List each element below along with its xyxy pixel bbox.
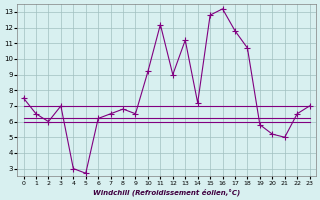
X-axis label: Windchill (Refroidissement éolien,°C): Windchill (Refroidissement éolien,°C): [93, 188, 240, 196]
